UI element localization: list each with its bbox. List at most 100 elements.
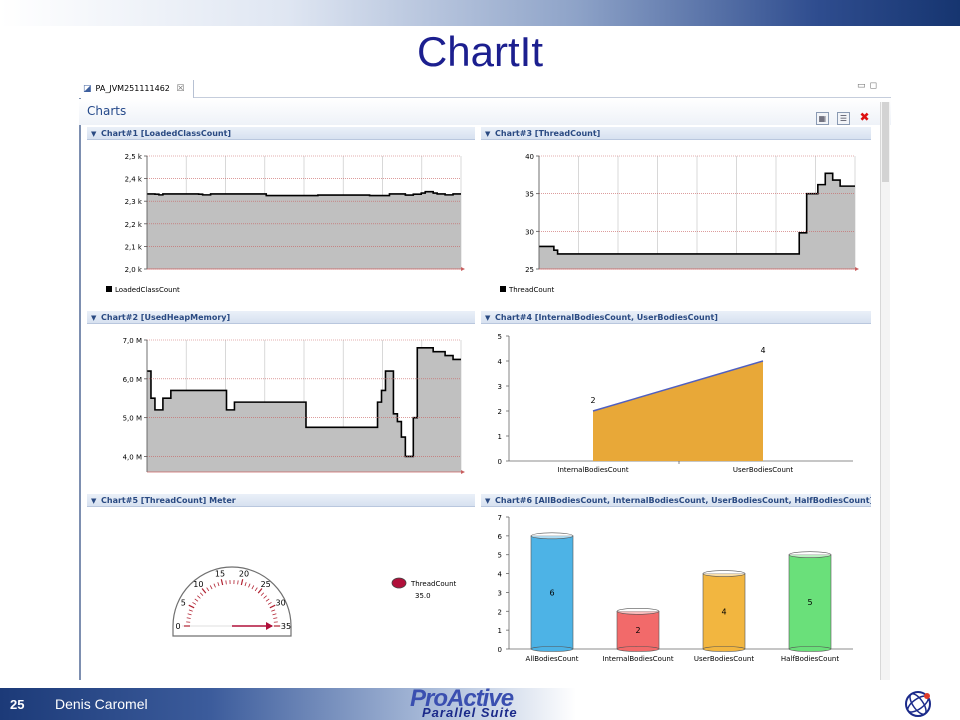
chart-loadedclasscount: 2,0 k 2,1 k 2,2 k 2,3 k 2,4 k 2,5 k LoadedClas… (106, 153, 465, 294)
gauge-tick (244, 582, 247, 587)
y-tick-label: 2,4 k (125, 176, 143, 184)
y-tick-label: 2,2 k (125, 221, 143, 229)
twistie-expanded-icon[interactable]: ▼ (485, 314, 491, 322)
y-tick-label: 1 (498, 627, 502, 635)
gauge-tick (213, 583, 216, 588)
gauge-tick (257, 588, 263, 594)
scrollbar-thumb[interactable] (882, 102, 889, 182)
gauge-tick (186, 617, 191, 619)
series-area (539, 173, 855, 269)
twistie-expanded-icon[interactable]: ▼ (91, 130, 97, 138)
series-area (147, 191, 461, 269)
gauge-needle-head-icon (266, 622, 273, 630)
form-title: Charts (87, 104, 127, 118)
remove-icon[interactable]: ✖ (859, 110, 870, 124)
bar-base (616, 646, 660, 652)
gauge-tick (209, 585, 213, 590)
globe-logo-icon (905, 691, 931, 717)
chart-usedheapmemory: 4,0 M5,0 M6,0 M7,0 MUsedHeapMemory (123, 337, 465, 474)
section-header-chart2[interactable]: ▼ Chart#2 [UsedHeapMemory] (87, 311, 475, 324)
gauge-tick-label: 5 (181, 599, 186, 608)
layout-list-icon[interactable]: ☰ (836, 112, 850, 125)
y-tick-label: 5,0 M (123, 415, 142, 423)
legend-swatch (106, 286, 112, 292)
section-title: Chart#4 [InternalBodiesCount, UserBodies… (495, 313, 718, 322)
y-tick-label: 0 (498, 646, 502, 654)
chart-file-icon: ◪ (83, 84, 92, 94)
series-area (147, 347, 461, 472)
legend-swatch (500, 286, 506, 292)
gauge-tick-label: 20 (239, 569, 249, 578)
y-tick-label: 30 (525, 228, 534, 236)
gauge-tick (188, 609, 193, 612)
section-title: Chart#5 [ThreadCount] Meter (101, 496, 236, 505)
section-header-chart1[interactable]: ▼ Chart#1 [LoadedClassCount] (87, 127, 475, 140)
series-line (592, 360, 764, 412)
x-tick-label: UserBodiesCount (694, 655, 754, 663)
section-header-chart5[interactable]: ▼ Chart#5 [ThreadCount] Meter (87, 494, 475, 507)
y-tick-label: 5 (498, 552, 502, 560)
gauge-tick (271, 609, 276, 612)
twistie-expanded-icon[interactable]: ▼ (485, 130, 491, 138)
gauge-tick (251, 585, 255, 590)
y-tick-label: 3 (498, 589, 502, 597)
x-tick-label: InternalBodiesCount (557, 466, 628, 474)
top-decor-bar (0, 0, 960, 26)
legend-label: ThreadCount (410, 580, 457, 588)
y-tick-label: 2,0 k (125, 266, 143, 274)
series-line (539, 172, 855, 255)
gauge-tick-label: 25 (261, 580, 271, 589)
chart-bodies-area: 0 1 2 3 4 5 InternalBodiesCount 2 UserBodiesCoun… (498, 333, 853, 474)
layout-grid-icon[interactable]: ▦ (815, 112, 829, 125)
gauge-tick-label: 35 (281, 622, 291, 631)
y-tick-label: 1 (498, 433, 502, 441)
data-label: 2 (590, 396, 595, 405)
gauge-tick (263, 595, 267, 599)
section-title: Chart#3 [ThreadCount] (495, 129, 601, 138)
bar-cap (788, 551, 832, 559)
tab-close-icon[interactable]: ☒ (176, 84, 185, 94)
minimize-icon[interactable]: ▭ (857, 81, 870, 91)
y-tick-label: 4 (498, 571, 503, 579)
x-axis-arrow-icon (461, 470, 465, 474)
charts-window: ◪ PA_JVM251111462 ☒ ▭◻ Charts ▦ ☰ ✖ ▼ Cha… (79, 80, 891, 680)
twistie-expanded-icon[interactable]: ▼ (485, 497, 491, 505)
section-header-chart4[interactable]: ▼ Chart#4 [InternalBodiesCount, UserBodie… (481, 311, 871, 324)
maximize-icon[interactable]: ◻ (869, 81, 881, 91)
y-tick-label: 6 (498, 533, 503, 541)
form-actions: ▦ ☰ ✖ (813, 106, 871, 125)
logo-subtitle: Parallel Suite (422, 705, 518, 720)
section-title: Chart#6 [AllBodiesCount, InternalBodiesC… (495, 496, 871, 505)
chart-threadcount-meter: 0 5 10 15 20 25 30 35 ThreadCount 35.0 (172, 566, 457, 637)
editor-tab-bar: ◪ PA_JVM251111462 ☒ ▭◻ (79, 80, 891, 98)
vertical-scrollbar[interactable] (880, 102, 890, 680)
gauge-tick (237, 580, 239, 585)
bar-cap (616, 607, 660, 615)
section-header-chart6[interactable]: ▼ Chart#6 [AllBodiesCount, InternalBodies… (481, 494, 871, 507)
legend-label: ThreadCount (508, 286, 555, 294)
series-line (147, 346, 461, 458)
gauge-tick (194, 598, 199, 602)
section-header-chart3[interactable]: ▼ Chart#3 [ThreadCount] (481, 127, 871, 140)
bar (788, 554, 832, 650)
bar-base (788, 646, 832, 652)
logo-wordmark: ProActive (410, 685, 514, 712)
slide-title: ChartIt (416, 28, 544, 75)
y-tick-label: 2,1 k (125, 243, 143, 251)
gauge-tick (199, 592, 204, 596)
editor-tab[interactable]: ◪ PA_JVM251111462 ☒ (79, 80, 194, 98)
twistie-expanded-icon[interactable]: ▼ (91, 314, 97, 322)
bar-base (530, 646, 574, 652)
data-label: 4 (760, 346, 765, 355)
gauge-tick (192, 602, 197, 605)
y-tick-label: 4 (498, 358, 503, 366)
gauge-tick (187, 613, 192, 616)
data-label: 6 (549, 588, 554, 597)
y-tick-label: 2,3 k (125, 198, 143, 206)
x-tick-label: UserBodiesCount (733, 466, 793, 474)
gauge-tick (217, 582, 220, 587)
twistie-expanded-icon[interactable]: ▼ (91, 497, 97, 505)
gauge-dial (172, 566, 292, 637)
footer-bar: 25 Denis Caromel (0, 688, 960, 720)
